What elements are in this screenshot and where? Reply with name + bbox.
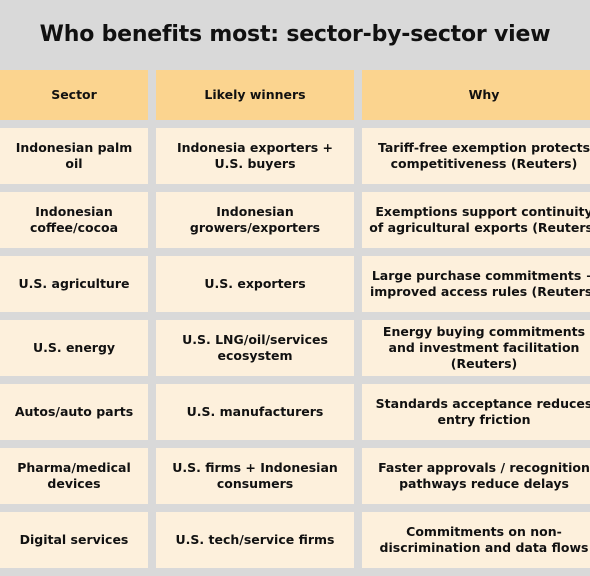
- cell-likely-winners: Indonesian growers/exporters: [156, 192, 354, 248]
- cell-sector: Pharma/medical devices: [0, 448, 148, 504]
- sector-table: Sector Likely winners Why Indonesian pal…: [0, 70, 590, 576]
- cell-likely-winners: Indonesia exporters + U.S. buyers: [156, 128, 354, 184]
- cell-likely-winners: U.S. firms + Indonesian consumers: [156, 448, 354, 504]
- cell-why: Faster approvals / recognition pathways …: [362, 448, 590, 504]
- cell-likely-winners: U.S. tech/service firms: [156, 512, 354, 568]
- cell-sector: Digital services: [0, 512, 148, 568]
- cell-why: Tariff-free exemption protects competiti…: [362, 128, 590, 184]
- cell-why: Commitments on non-discrimination and da…: [362, 512, 590, 568]
- cell-likely-winners: U.S. LNG/oil/services ecosystem: [156, 320, 354, 376]
- header-sector: Sector: [0, 70, 148, 120]
- cell-sector: Autos/auto parts: [0, 384, 148, 440]
- cell-likely-winners: U.S. exporters: [156, 256, 354, 312]
- cell-sector: Indonesian coffee/cocoa: [0, 192, 148, 248]
- cell-why: Exemptions support continuity of agricul…: [362, 192, 590, 248]
- cell-likely-winners: U.S. manufacturers: [156, 384, 354, 440]
- cell-why: Standards acceptance reduces entry frict…: [362, 384, 590, 440]
- cell-why: Energy buying commitments and investment…: [362, 320, 590, 376]
- cell-why: Large purchase commitments + improved ac…: [362, 256, 590, 312]
- cell-sector: U.S. agriculture: [0, 256, 148, 312]
- page-title: Who benefits most: sector-by-sector view: [39, 22, 551, 47]
- cell-sector: Indonesian palm oil: [0, 128, 148, 184]
- header-why: Why: [362, 70, 590, 120]
- header-likely-winners: Likely winners: [156, 70, 354, 120]
- cell-sector: U.S. energy: [0, 320, 148, 376]
